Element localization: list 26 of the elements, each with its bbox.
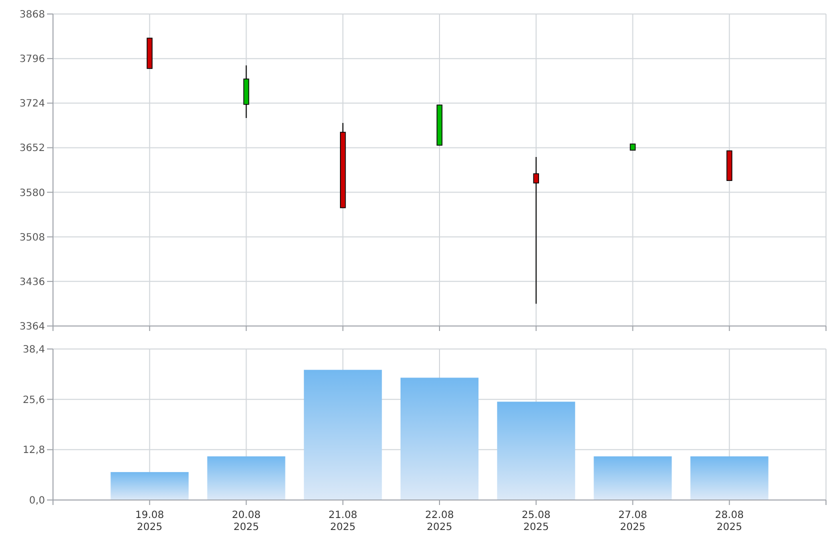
x-tick-label: 20.08 2025	[232, 510, 261, 533]
bar	[304, 370, 382, 500]
y-tick-label: 0,0	[29, 496, 45, 506]
bar	[690, 456, 768, 500]
y-tick-label: 12,8	[22, 445, 45, 456]
y-tick-label: 3796	[20, 54, 45, 66]
y-tick-label: 25,6	[22, 394, 45, 406]
y-tick-label: 38,4	[22, 344, 45, 356]
bar	[110, 472, 189, 500]
y-tick-label: 3436	[20, 276, 45, 288]
bar	[497, 402, 576, 500]
x-tick-label: 28.08 2025	[715, 510, 744, 533]
x-tick-label: 25.08 2025	[522, 510, 550, 533]
bar	[400, 378, 478, 500]
y-tick-label: 3580	[20, 188, 45, 199]
bar	[594, 456, 672, 500]
bar	[207, 456, 286, 500]
y-tick-label: 3364	[20, 322, 45, 332]
x-tick-label: 21.08 2025	[328, 510, 358, 533]
y-tick-label: 3868	[20, 10, 45, 20]
x-tick-label: 27.08 2025	[618, 510, 648, 533]
y-tick-label: 3508	[20, 232, 45, 244]
y-tick-label: 3652	[20, 143, 45, 154]
y-tick-label: 3724	[20, 98, 45, 110]
x-tick-label: 22.08 2025	[425, 510, 454, 533]
x-tick-label: 19.08 2025	[135, 510, 164, 533]
